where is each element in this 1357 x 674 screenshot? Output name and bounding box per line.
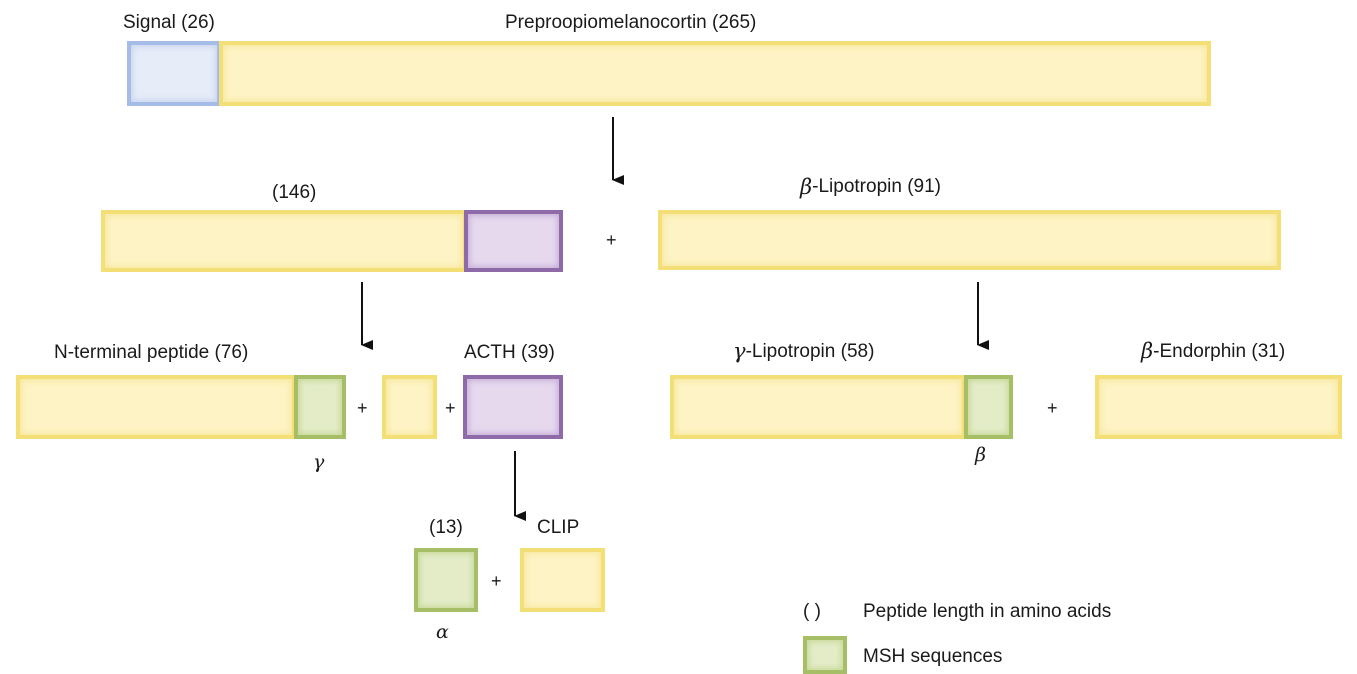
beta-lipotropin-text: -Lipotropin (91) xyxy=(812,176,941,197)
alpha-msh-segment xyxy=(414,548,478,612)
plus-sign-2: + xyxy=(357,398,368,418)
plus-sign-1: + xyxy=(606,230,617,250)
gamma-lipotropin-segment xyxy=(670,375,966,439)
beta-symbol: β xyxy=(1141,339,1154,363)
n-terminal-peptide-segment xyxy=(16,375,296,439)
clip-label: CLIP xyxy=(537,517,580,538)
beta-lipotropin-segment xyxy=(658,210,1281,270)
plus-sign-4: + xyxy=(1047,398,1058,418)
gamma-symbol: γ xyxy=(733,339,746,363)
signal-segment xyxy=(127,41,221,106)
peptide-146-label: (146) xyxy=(272,182,317,203)
peptide-146-segment xyxy=(101,210,467,272)
clip-segment xyxy=(520,548,605,612)
beta-symbol: β xyxy=(800,175,813,199)
preproopiomelanocortin-label: Preproopiomelanocortin (265) xyxy=(505,12,757,33)
beta-msh-symbol: β xyxy=(975,444,986,466)
acth-label: ACTH (39) xyxy=(464,342,555,363)
legend-msh-text: MSH sequences xyxy=(863,646,1003,667)
joining-peptide-segment xyxy=(382,375,437,439)
plus-sign-5: + xyxy=(491,571,502,591)
beta-endorphin-segment xyxy=(1095,375,1342,439)
beta-endorphin-label: β-Endorphin (31) xyxy=(1141,340,1285,364)
n-terminal-peptide-label: N-terminal peptide (76) xyxy=(54,342,249,363)
beta-msh-segment xyxy=(964,375,1013,439)
acth-segment xyxy=(463,375,563,439)
beta-lipotropin-label: β-Lipotropin (91) xyxy=(800,176,941,200)
legend-paren-symbol: ( ) xyxy=(803,601,821,622)
alpha-msh-symbol: α xyxy=(436,621,449,643)
beta-endorphin-text: -Endorphin (31) xyxy=(1153,341,1286,362)
gamma-lipotropin-label: γ-Lipotropin (58) xyxy=(733,340,874,364)
acth-region-segment xyxy=(464,210,563,272)
signal-label: Signal (26) xyxy=(123,12,215,33)
plus-sign-3: + xyxy=(445,398,456,418)
gamma-msh-symbol: γ xyxy=(313,451,325,473)
legend-msh-swatch xyxy=(803,636,847,674)
legend-paren-text: Peptide length in amino acids xyxy=(863,601,1112,622)
gamma-lipotropin-text: -Lipotropin (58) xyxy=(745,341,875,362)
preproopiomelanocortin-segment xyxy=(219,41,1211,106)
peptide-13-label: (13) xyxy=(429,517,463,538)
gamma-msh-segment xyxy=(294,375,346,439)
